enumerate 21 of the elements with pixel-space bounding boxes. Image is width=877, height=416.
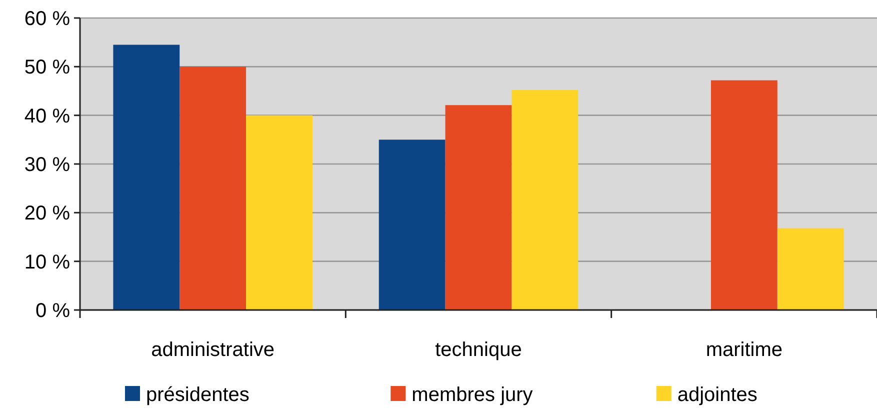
bar <box>113 44 180 310</box>
bar <box>246 115 312 310</box>
bar <box>378 140 446 310</box>
legend-label: membres jury <box>412 384 533 406</box>
bar <box>710 80 778 310</box>
bar <box>445 105 512 310</box>
y-tick-label: 10 % <box>24 251 70 274</box>
bar <box>180 66 246 310</box>
y-tick-label: 60 % <box>24 8 70 30</box>
legend-label: présidentes <box>146 384 250 406</box>
y-tick-label: 40 % <box>24 105 70 128</box>
bar <box>777 228 844 310</box>
x-tick-label: technique <box>435 339 522 361</box>
y-tick-label: 30 % <box>24 154 70 176</box>
x-tick-label: maritime <box>706 339 783 361</box>
x-tick-label: administrative <box>151 339 275 361</box>
y-tick-label: 20 % <box>24 202 70 225</box>
y-tick-label: 0 % <box>36 300 70 322</box>
legend-label: adjointes <box>677 384 758 406</box>
y-tick-label: 50 % <box>24 56 70 79</box>
bar <box>512 90 578 310</box>
